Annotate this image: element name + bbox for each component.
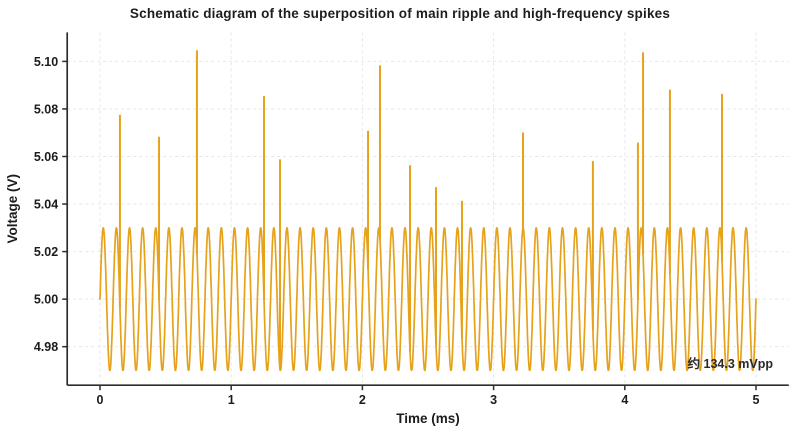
chart-title: Schematic diagram of the superposition o…: [129, 6, 671, 21]
y-tick-label: 5.08: [34, 102, 58, 116]
y-tick-label: 5.10: [34, 55, 58, 69]
ripple-waveform: [99, 227, 757, 372]
spike-lines: [118, 50, 724, 371]
x-tick-labels: 0 1 2 3 4 5: [97, 393, 760, 407]
x-tick-label: 2: [359, 393, 366, 407]
y-axis-label: Voltage (V): [5, 174, 20, 244]
peak-to-peak-annotation: 约 134.3 mVpp: [688, 356, 774, 371]
x-tick-label: 3: [490, 393, 497, 407]
y-tick-label: 4.98: [34, 340, 58, 354]
y-tick-label: 5.06: [34, 150, 58, 164]
x-axis-label: Time (ms): [396, 411, 460, 426]
y-tick-label: 5.02: [34, 245, 58, 259]
gridlines: [67, 32, 789, 386]
y-tick-label: 5.04: [34, 198, 58, 212]
x-tick-label: 4: [621, 393, 628, 407]
y-tick-labels: 5.10 5.08 5.06 5.04 5.02 5.00 4.98: [34, 55, 58, 354]
tick-marks: [62, 60, 757, 391]
x-tick-label: 0: [97, 393, 104, 407]
x-tick-label: 1: [228, 393, 235, 407]
y-tick-label: 5.00: [34, 293, 58, 307]
x-tick-label: 5: [753, 393, 760, 407]
axis-spines: [66, 32, 789, 387]
